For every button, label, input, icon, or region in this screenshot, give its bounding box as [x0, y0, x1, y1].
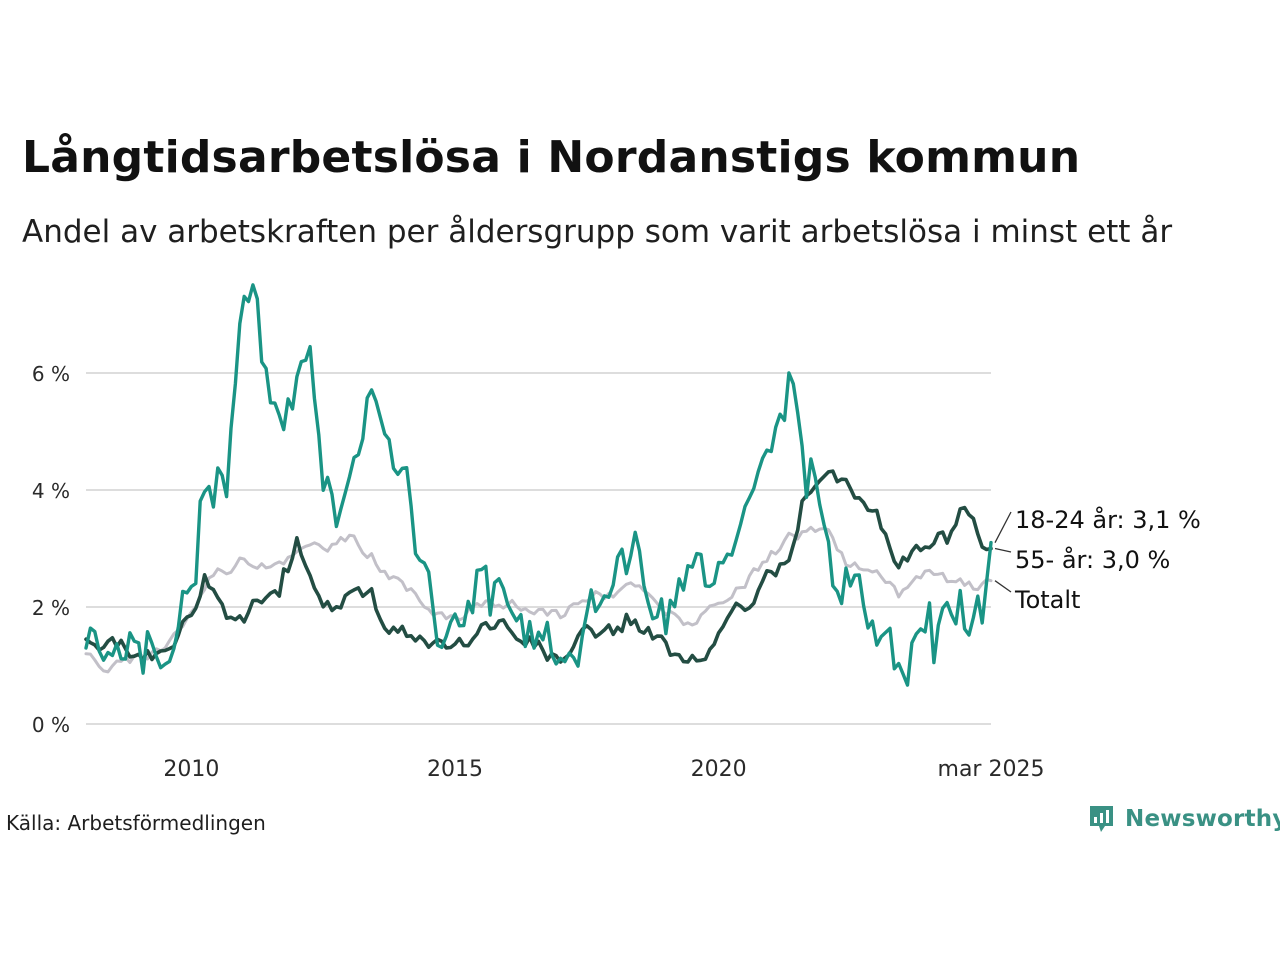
end-label-55: 55- år: 3,0 % [1015, 545, 1170, 574]
series-lines [84, 283, 993, 687]
series-line-55 [84, 469, 993, 664]
source-note: Källa: Arbetsförmedlingen [6, 811, 266, 835]
series-line-18-24 [84, 283, 993, 687]
x-tick-label: 2015 [427, 757, 483, 782]
y-tick-label: 2 % [32, 596, 70, 620]
y-tick-label: 0 % [32, 713, 70, 737]
y-axis-ticks: 0 % 2 % 4 % 6 % [32, 362, 70, 737]
end-labels: Totalt 55- år: 3,0 % 18-24 år: 3,1 % [994, 505, 1201, 614]
chart-title: Långtidsarbetslösa i Nordanstigs kommun [22, 132, 1081, 183]
brand-name: Newsworthy [1125, 806, 1280, 832]
y-tick-label: 6 % [32, 362, 70, 386]
y-tick-label: 4 % [32, 479, 70, 503]
leader-line [994, 547, 1012, 553]
end-label-18-24: 18-24 år: 3,1 % [1015, 505, 1201, 534]
chart-subtitle: Andel av arbetskraften per åldersgrupp s… [22, 214, 1173, 250]
end-label-total: Totalt [1014, 586, 1080, 614]
x-axis-ticks: 2010 2015 2020 mar 2025 [163, 757, 1044, 782]
x-tick-label: 2020 [691, 757, 747, 782]
brand-logo: Newsworthy [1088, 804, 1280, 834]
gridlines [86, 372, 991, 725]
leader-line [994, 580, 1012, 593]
x-tick-label: 2010 [163, 757, 219, 782]
x-tick-label: mar 2025 [938, 757, 1045, 782]
newsworthy-logo-icon [1090, 806, 1113, 832]
leader-line [994, 511, 1012, 543]
series-line-total [84, 525, 993, 674]
